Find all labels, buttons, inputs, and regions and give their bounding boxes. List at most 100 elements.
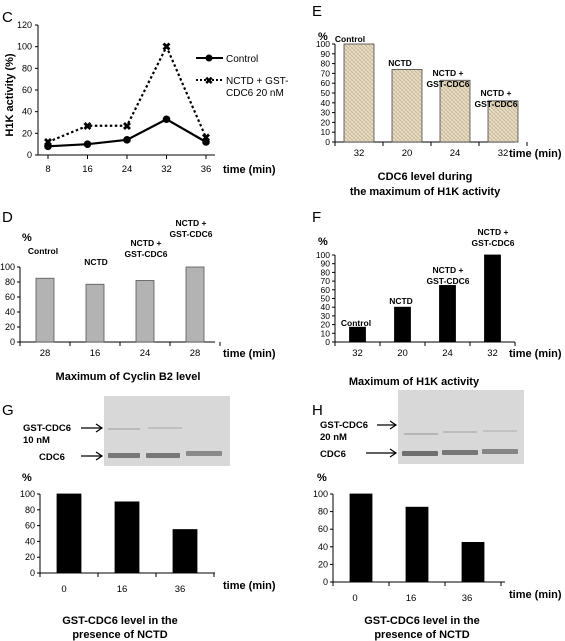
g-y-tick-label: 60 bbox=[25, 521, 35, 531]
legend-marker-nctd: ✖ bbox=[205, 76, 213, 87]
e-x-tick-label: 32 bbox=[498, 148, 509, 159]
c-y-tick-label: 60 bbox=[22, 85, 32, 95]
d-x-tick-label: 16 bbox=[90, 348, 101, 359]
c-point-nctd: ✖ bbox=[83, 121, 92, 133]
h-x-axis-label: time (min) bbox=[509, 589, 562, 601]
h-caption-2: presence of NCTD bbox=[374, 629, 469, 641]
e-bar bbox=[391, 69, 423, 143]
e-bar-label-control: Control bbox=[335, 34, 365, 44]
f-y-tick-label: 40 bbox=[321, 302, 331, 312]
f-unit-label: % bbox=[318, 236, 328, 248]
h-blot-band-gst-3 bbox=[483, 430, 517, 432]
e-y-tick-label: 40 bbox=[321, 98, 331, 108]
d-y-tick-label: 60 bbox=[5, 292, 15, 302]
h-blot-band-cdc6-1 bbox=[402, 451, 438, 456]
g-y-tick-label: 0 bbox=[30, 568, 35, 578]
d-bar-label-nctd-gst-2: GST-CDC6 bbox=[125, 249, 168, 259]
h-arrow-gst-icon bbox=[389, 420, 398, 430]
f-y-tick-label: 10 bbox=[321, 328, 331, 338]
d-caption: Maximum of Cyclin B2 level bbox=[56, 371, 201, 383]
c-x-tick-label: 24 bbox=[122, 164, 133, 175]
g-arrow-cdc6-icon bbox=[95, 451, 104, 461]
h-blot-band-cdc6-3 bbox=[482, 449, 518, 454]
panel-letter-d: D bbox=[2, 209, 13, 226]
f-bar bbox=[394, 306, 411, 343]
g-bar bbox=[172, 529, 198, 574]
g-blot-band-gst-2 bbox=[148, 427, 182, 429]
panel-letter-f: F bbox=[312, 209, 321, 226]
d-plot-area: 0 20 40 60 80 100 28 16 24 28 bbox=[0, 262, 221, 359]
f-bar-label-nctd-gst-1: NCTD + bbox=[433, 265, 464, 275]
f-bar bbox=[484, 254, 501, 343]
c-point-control bbox=[162, 115, 171, 124]
f-y-tick-label: 0 bbox=[325, 337, 330, 347]
d-bar-label-nctd-gst-3: NCTD + bbox=[176, 218, 207, 228]
panel-d: D % 0 20 40 60 80 100 28 16 24 28 Control NCTD NC… bbox=[0, 209, 276, 383]
f-y-tick-label: 60 bbox=[321, 285, 331, 295]
h-blot-label-gst: GST-CDC6 bbox=[320, 420, 368, 431]
g-unit-label: % bbox=[22, 472, 32, 484]
e-y-tick-label: 60 bbox=[321, 78, 331, 88]
h-y-tick-label: 100 bbox=[313, 489, 328, 499]
d-bar-label-nctd-gst-1: NCTD + bbox=[131, 238, 162, 248]
c-x-tick-label: 16 bbox=[82, 164, 93, 175]
c-point-control bbox=[202, 138, 210, 146]
c-x-tick-label: 32 bbox=[161, 164, 172, 175]
f-x-tick-label: 24 bbox=[442, 348, 453, 359]
c-y-axis-label: H1K activity (%) bbox=[4, 53, 16, 136]
c-point-control bbox=[44, 142, 52, 151]
f-x-axis-label: time (min) bbox=[509, 348, 562, 360]
g-arrow-gst-icon bbox=[95, 423, 104, 433]
e-bar-label-nctd: NCTD bbox=[388, 58, 412, 68]
f-bar-label-nctd: NCTD bbox=[389, 296, 413, 306]
h-x-tick-label: 16 bbox=[406, 593, 417, 604]
e-y-tick-label: 70 bbox=[321, 68, 331, 78]
g-x-tick-label: 0 bbox=[61, 584, 66, 595]
panel-c: C H1K activity (%) 0 20 40 60 80 100 120 8 16 24 3… bbox=[2, 9, 289, 176]
panel-h: H GST-CDC6 20 nM CDC6 % 0 20 40 60 80 100 0 16 3… bbox=[312, 390, 562, 641]
c-y-tick-label: 100 bbox=[17, 42, 32, 52]
e-bar bbox=[343, 43, 375, 143]
h-blot-band-gst-2 bbox=[443, 431, 477, 433]
f-y-tick-label: 50 bbox=[321, 294, 331, 304]
e-y-tick-label: 30 bbox=[321, 108, 331, 118]
f-x-tick-label: 32 bbox=[487, 348, 498, 359]
f-y-tick-label: 20 bbox=[321, 320, 331, 330]
panel-letter-h: H bbox=[312, 402, 323, 419]
e-y-tick-label: 0 bbox=[325, 137, 330, 147]
d-bar-label-nctd-gst-4: GST-CDC6 bbox=[170, 229, 213, 239]
c-y-tick-label: 120 bbox=[17, 20, 32, 30]
g-plot-area: 0 20 40 60 80 100 0 16 36 bbox=[20, 489, 215, 595]
f-x-tick-label: 32 bbox=[352, 348, 363, 359]
c-y-tick-label: 20 bbox=[22, 128, 32, 138]
legend-label-nctd-1: NCTD + GST- bbox=[226, 76, 289, 87]
e-x-axis-label: time (min) bbox=[509, 148, 562, 160]
e-caption-1: CDC6 level during bbox=[378, 171, 473, 183]
e-caption-2: the maximum of H1K activity bbox=[350, 186, 501, 198]
f-y-tick-label: 90 bbox=[321, 259, 331, 269]
d-bar bbox=[85, 283, 105, 343]
c-series-line-nctd bbox=[47, 44, 208, 144]
c-point-nctd: ✖ bbox=[122, 121, 131, 133]
e-unit-label: % bbox=[318, 31, 328, 43]
g-blot-band-cdc6-3 bbox=[186, 451, 222, 456]
g-bar bbox=[114, 501, 140, 574]
legend-label-control: Control bbox=[226, 54, 258, 65]
c-point-control bbox=[83, 140, 92, 148]
panel-letter-e: E bbox=[312, 3, 322, 20]
c-point-control bbox=[123, 136, 131, 144]
d-bar-label-control: Control bbox=[28, 246, 58, 256]
d-bar bbox=[135, 280, 155, 343]
e-bar-label-nctd-gst-3: NCTD + bbox=[481, 88, 512, 98]
f-caption: Maximum of H1K activity bbox=[349, 376, 480, 388]
g-caption-1: GST-CDC6 level in the bbox=[62, 615, 178, 627]
h-y-tick-label: 80 bbox=[318, 507, 328, 517]
h-blot-band-cdc6-2 bbox=[442, 450, 478, 455]
panel-g: G GST-CDC6 10 nM CDC6 % 0 20 40 60 80 100 0 16 3… bbox=[2, 396, 276, 641]
d-y-tick-label: 80 bbox=[5, 277, 15, 287]
g-western-blot bbox=[104, 396, 230, 466]
